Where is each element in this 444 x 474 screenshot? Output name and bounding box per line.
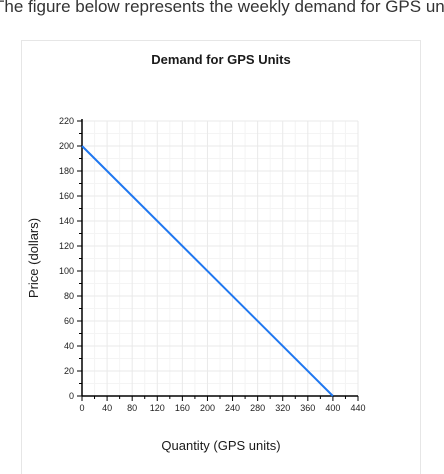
chart-title: Demand for GPS Units	[151, 52, 290, 67]
x-tick-label: 240	[225, 403, 240, 413]
y-tick-label: 160	[59, 191, 74, 201]
x-tick-label: 280	[250, 403, 265, 413]
intro-text: The figure below represents the weekly d…	[0, 0, 444, 16]
grid-major	[82, 120, 359, 396]
chart-panel	[21, 40, 421, 474]
x-tick-label: 160	[175, 403, 190, 413]
y-tick-label: 60	[64, 316, 74, 326]
x-tick-label: 440	[350, 403, 365, 413]
x-tick-label: 360	[300, 403, 315, 413]
series-layer	[81, 145, 334, 397]
x-tick-label: 80	[127, 403, 137, 413]
y-tick-label: 220	[59, 116, 74, 126]
x-tick-label: 200	[200, 403, 215, 413]
y-tick-label: 200	[59, 141, 74, 151]
ticks: 0 40 80 120 160 200 240 280 320 360 400 440 0 20 40 60 8…	[59, 116, 366, 413]
y-tick-label: 80	[64, 291, 74, 301]
x-axis-label: Quantity (GPS units)	[161, 438, 280, 453]
x-tick-label: 120	[150, 403, 165, 413]
y-tick-label: 20	[64, 366, 74, 376]
y-tick-label: 40	[64, 341, 74, 351]
y-axis-label: Price (dollars)	[26, 218, 41, 298]
x-tick-label: 40	[102, 403, 112, 413]
x-tick-label: 400	[325, 403, 340, 413]
y-tick-label: 120	[59, 241, 74, 251]
y-tick-label: 100	[59, 266, 74, 276]
demand-curve	[81, 145, 334, 397]
y-tick-label: 0	[69, 391, 74, 401]
grid-minor	[82, 121, 358, 396]
x-tick-label: 0	[79, 403, 84, 413]
y-tick-label: 140	[59, 216, 74, 226]
y-tick-label: 180	[59, 166, 74, 176]
x-tick-label: 320	[275, 403, 290, 413]
